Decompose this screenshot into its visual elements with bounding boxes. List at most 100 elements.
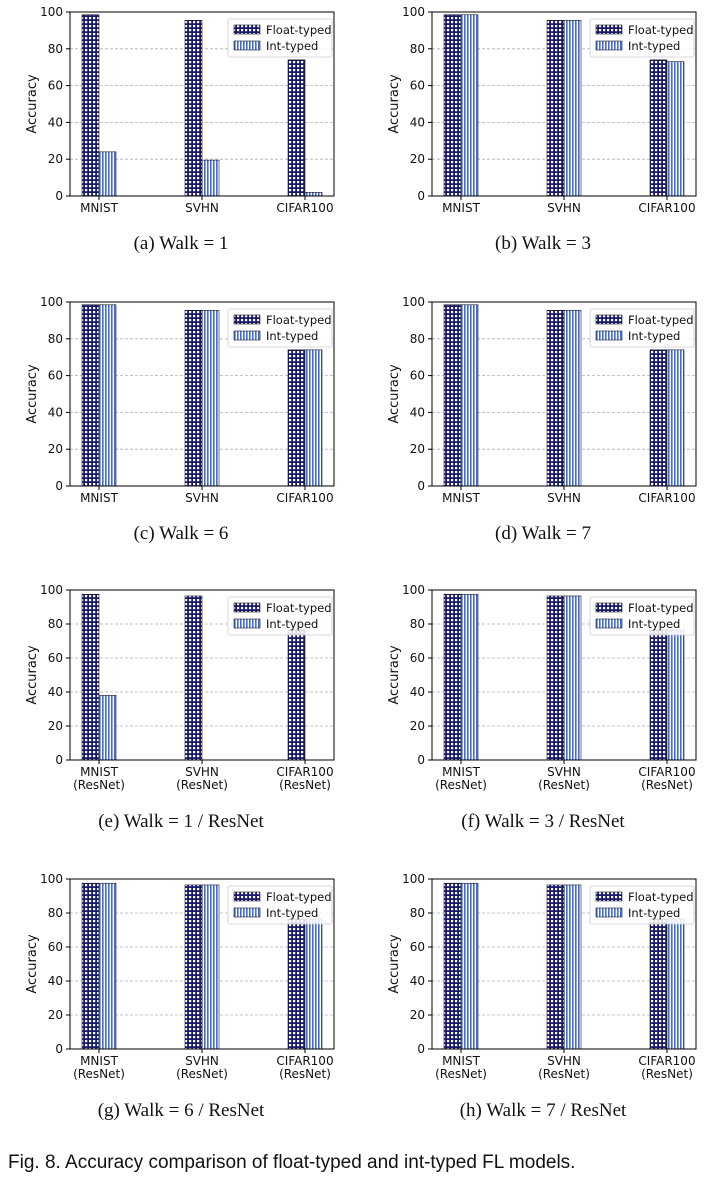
- y-tick-label-20: 20: [410, 719, 425, 733]
- bar-int-svhn: [563, 309, 582, 487]
- y-tick-label-80: 80: [48, 906, 63, 920]
- x-tick-label-svhn: SVHN: [547, 491, 581, 505]
- y-tick-label-20: 20: [48, 719, 63, 733]
- bar-float-cifar100: [649, 59, 668, 197]
- x-tick-label-svhn: SVHN: [185, 491, 219, 505]
- x-tick-label-mnist: MNIST: [80, 765, 118, 779]
- legend-swatch-int: [233, 40, 261, 51]
- bar-int-cifar100: [666, 61, 685, 197]
- x-tick-label-svhn: SVHN: [185, 1054, 219, 1068]
- chart-panel-e: 0 20 40 60 80 100 Accuracy MNIST (ResNet) SVHN (Re…: [0, 578, 362, 868]
- y-tick-label-80: 80: [48, 332, 63, 346]
- x-tick-label-cifar100: CIFAR100: [276, 201, 333, 215]
- bar-int-svhn: [563, 884, 582, 1050]
- y-tick-label-40: 40: [48, 685, 63, 699]
- y-tick-label-100: 100: [402, 872, 425, 886]
- legend-label-float: Float-typed: [628, 23, 694, 37]
- bar-int-svhn: [201, 159, 220, 197]
- legend-swatch-float: [233, 314, 261, 325]
- bar-int-mnist: [460, 14, 479, 197]
- legend-label-int: Int-typed: [628, 329, 680, 343]
- bar-chart-c: 0 20 40 60 80 100 Accuracy MNIST SVHN CIFAR100 Flo…: [25, 295, 335, 505]
- legend-swatch-float: [595, 24, 623, 35]
- bar-float-svhn: [546, 595, 565, 761]
- y-axis-label: Accuracy: [25, 74, 40, 134]
- panel-caption-b: (b) Walk = 3: [495, 233, 591, 254]
- x-tick-label-mnist: MNIST: [442, 1054, 480, 1068]
- y-tick-label-0: 0: [417, 189, 425, 203]
- bar-int-mnist: [460, 593, 479, 761]
- y-tick-label-100: 100: [402, 583, 425, 597]
- bar-int-svhn: [563, 595, 582, 761]
- bar-chart-f: 020406080100AccuracyMNIST(ResNet)SVHN(Re…: [387, 583, 697, 792]
- y-tick-label-80: 80: [410, 906, 425, 920]
- y-tick-label-100: 100: [402, 295, 425, 309]
- legend-swatch-float: [233, 24, 261, 35]
- chart-panel-d: 0 20 40 60 80 100 Accuracy MNIST SVHN CIFAR100 Flo…: [362, 290, 724, 580]
- y-tick-label-40: 40: [48, 974, 63, 988]
- x-tick-label-mnist: MNIST: [442, 201, 480, 215]
- legend-label-float: Float-typed: [266, 890, 332, 904]
- bar-int-mnist: [460, 882, 479, 1050]
- x-tick-label-mnist-sub: (ResNet): [435, 778, 487, 792]
- y-axis-label: Accuracy: [25, 934, 40, 994]
- panel-caption-f: (f) Walk = 3 / ResNet: [461, 811, 625, 832]
- y-axis-label: Accuracy: [387, 364, 402, 424]
- y-tick-label-20: 20: [48, 152, 63, 166]
- panel-caption-d: (d) Walk = 7: [495, 523, 591, 544]
- y-tick-label-60: 60: [48, 940, 63, 954]
- bar-int-mnist: [98, 695, 117, 761]
- bar-int-cifar100: [666, 629, 685, 761]
- x-tick-label-mnist: MNIST: [442, 491, 480, 505]
- x-tick-label-cifar100: CIFAR100: [276, 1054, 333, 1068]
- x-tick-label-svhn: SVHN: [185, 201, 219, 215]
- y-tick-label-60: 60: [410, 651, 425, 665]
- y-tick-label-40: 40: [410, 974, 425, 988]
- legend-swatch-int: [233, 907, 261, 918]
- panel-caption-e: (e) Walk = 1 / ResNet: [98, 811, 264, 832]
- legend-swatch-float: [595, 314, 623, 325]
- bar-chart-b: 0 20 40 60 80 100 Accuracy MNIST SVHN CIFAR100 Flo…: [387, 5, 697, 215]
- legend-swatch-float: [595, 891, 623, 902]
- y-tick-label-100: 100: [40, 295, 63, 309]
- x-tick-label-svhn-sub: (ResNet): [176, 778, 228, 792]
- bar-chart-e: 020406080100AccuracyMNIST(ResNet)SVHN(Re…: [25, 583, 335, 792]
- bar-float-mnist: [443, 14, 462, 197]
- legend-swatch-int: [233, 330, 261, 341]
- legend-swatch-int: [233, 618, 261, 629]
- x-tick-label-cifar100: CIFAR100: [638, 765, 695, 779]
- bar-float-mnist: [81, 304, 100, 487]
- y-tick-label-20: 20: [410, 1008, 425, 1022]
- y-tick-label-20: 20: [410, 442, 425, 456]
- x-tick-label-cifar100-sub: (ResNet): [279, 778, 331, 792]
- legend-label-float: Float-typed: [628, 601, 694, 615]
- legend-swatch-int: [595, 618, 623, 629]
- panel-caption-c: (c) Walk = 6: [133, 523, 229, 544]
- bar-float-svhn: [184, 19, 203, 197]
- bar-float-svhn: [184, 884, 203, 1050]
- x-tick-label-svhn-sub: (ResNet): [176, 1067, 228, 1081]
- legend-label-float: Float-typed: [628, 890, 694, 904]
- x-tick-label-cifar100: CIFAR100: [276, 765, 333, 779]
- bar-int-cifar100: [666, 349, 685, 487]
- y-tick-label-40: 40: [410, 685, 425, 699]
- bar-float-cifar100: [287, 629, 306, 761]
- legend-swatch-int: [595, 907, 623, 918]
- bar-float-cifar100: [287, 349, 306, 487]
- y-tick-label-20: 20: [48, 442, 63, 456]
- x-tick-label-cifar100-sub: (ResNet): [641, 778, 693, 792]
- bar-float-cifar100: [649, 918, 668, 1050]
- bar-int-svhn: [201, 309, 220, 487]
- x-tick-label-mnist-sub: (ResNet): [73, 778, 125, 792]
- x-tick-label-cifar100: CIFAR100: [638, 201, 695, 215]
- y-axis-label: Accuracy: [25, 645, 40, 705]
- legend-label-float: Float-typed: [266, 313, 332, 327]
- bar-float-mnist: [81, 882, 100, 1050]
- bar-float-svhn: [184, 595, 203, 761]
- chart-panel-h: 0 20 40 60 80 100 Accuracy MNIST (ResNet) SVHN (Re…: [362, 867, 724, 1157]
- x-tick-label-mnist: MNIST: [80, 1054, 118, 1068]
- y-tick-label-40: 40: [48, 405, 63, 419]
- bar-int-cifar100: [666, 918, 685, 1050]
- y-tick-label-60: 60: [410, 940, 425, 954]
- y-tick-label-40: 40: [48, 115, 63, 129]
